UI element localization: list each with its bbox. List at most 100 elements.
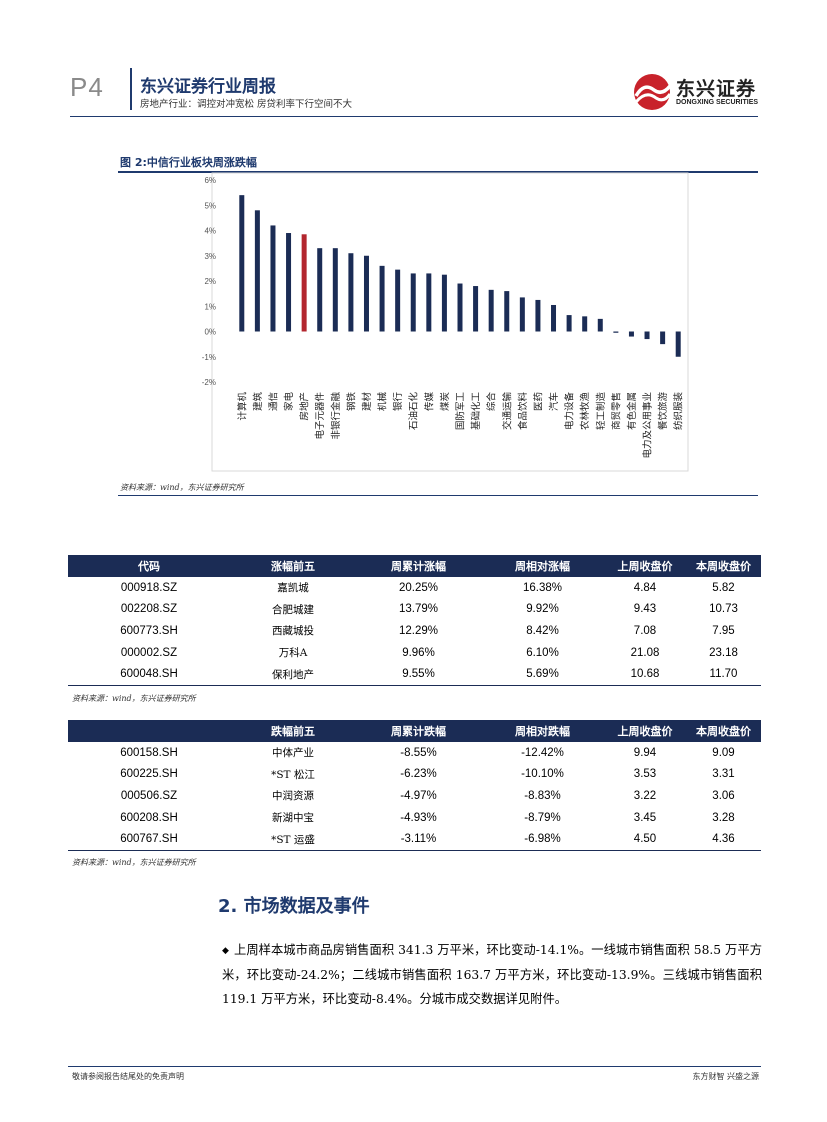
stock-code: 600208.SH	[120, 811, 178, 824]
x-tick-label: 房地产	[299, 392, 311, 421]
bar	[441, 274, 447, 332]
logo-text: 东兴证券	[676, 78, 757, 100]
col-header	[68, 720, 230, 742]
stock-code: 600767.SH	[68, 828, 230, 851]
header-rule	[70, 116, 758, 117]
bar	[317, 248, 323, 332]
x-tick-label: 电力及公用事业	[642, 392, 654, 459]
col-header: 跌幅前五	[230, 720, 356, 742]
bar	[301, 234, 307, 332]
this-close: 23.18	[709, 646, 738, 659]
x-tick-label: 餐饮旅游	[657, 392, 669, 431]
x-tick-label: 国防军工	[455, 392, 467, 431]
x-tick-label: 传媒	[423, 392, 435, 412]
this-close: 10.73	[709, 603, 738, 616]
x-tick-label: 商贸零售	[610, 392, 622, 430]
last-close: 3.53	[633, 768, 657, 781]
y-tick-label: 0%	[204, 328, 216, 337]
figure-top-rule	[118, 171, 758, 173]
footer-slogan: 东方财智 兴盛之源	[692, 1072, 759, 1081]
bar	[332, 248, 338, 332]
week-change: 9.55%	[356, 663, 481, 686]
table-row: 000002.SZ 万科A 9.96% 6.10% 21.08 23.18	[68, 642, 761, 664]
stock-name: 万科A	[278, 647, 308, 660]
bar	[426, 273, 432, 332]
relative-change: 16.38%	[522, 581, 562, 594]
col-header: 代码	[68, 555, 230, 577]
report-subtitle: 房地产行业：调控对冲宽松 房贷利率下行空间不大	[140, 99, 353, 110]
company-logo-icon	[634, 74, 672, 110]
week-change: -4.97%	[400, 789, 437, 802]
stock-name: 新湖中宝	[272, 812, 314, 825]
x-tick-label: 建筑	[252, 392, 264, 412]
section-title: 2. 市场数据及事件	[218, 896, 370, 917]
col-header: 周累计涨幅	[356, 555, 481, 577]
last-close: 3.22	[633, 789, 657, 802]
stock-name: 西藏城投	[272, 625, 314, 638]
logo-subtext: DONGXING SECURITIES	[676, 99, 759, 106]
x-tick-label: 计算机	[236, 392, 248, 421]
y-tick-label: 2%	[204, 277, 216, 286]
relative-change: 8.42%	[526, 624, 559, 637]
stock-name: *ST 运盛	[230, 828, 356, 851]
relative-change: 5.69%	[481, 663, 604, 686]
footer-disclaimer: 敬请参阅报告结尾处的免责声明	[72, 1072, 184, 1081]
y-tick-label: 6%	[204, 176, 216, 185]
stock-name: 合肥城建	[272, 603, 314, 616]
figure-title: 图 2:中信行业板块周涨跌幅	[120, 156, 257, 169]
stock-name: *ST 松江	[271, 768, 315, 781]
x-tick-label: 电力设备	[564, 392, 576, 431]
last-close: 10.68	[604, 663, 686, 686]
x-tick-label: 有色金属	[626, 392, 638, 430]
this-close: 4.36	[686, 828, 761, 851]
bar	[504, 291, 510, 332]
page-number: P4	[70, 72, 104, 102]
table-row: 600158.SH 中体产业 -8.55% -12.42% 9.94 9.09	[68, 742, 761, 764]
y-tick-label: 4%	[204, 227, 216, 236]
col-header: 周累计跌幅	[356, 720, 481, 742]
bar	[348, 253, 354, 332]
x-tick-label: 银行	[392, 392, 404, 412]
bar	[582, 316, 588, 332]
stock-code: 002208.SZ	[120, 603, 178, 616]
last-close: 4.50	[604, 828, 686, 851]
stock-code: 000918.SZ	[120, 581, 178, 594]
week-change: -3.11%	[356, 828, 481, 851]
this-close: 11.70	[686, 663, 761, 686]
table-row: 002208.SZ 合肥城建 13.79% 9.92% 9.43 10.73	[68, 599, 761, 621]
relative-change: -10.10%	[521, 768, 564, 781]
stock-name: 中润资源	[272, 790, 314, 803]
last-close: 21.08	[630, 646, 660, 659]
x-tick-label: 非银行金融	[330, 392, 342, 440]
week-change: 12.29%	[398, 624, 438, 637]
table-row: 600773.SH 西藏城投 12.29% 8.42% 7.08 7.95	[68, 620, 761, 642]
y-tick-label: 1%	[204, 302, 216, 311]
y-tick-label: -1%	[202, 353, 216, 362]
stock-name: 中体产业	[272, 747, 314, 760]
week-change: -8.55%	[400, 746, 437, 759]
table-row: 600225.SH *ST 松江 -6.23% -10.10% 3.53 3.3…	[68, 764, 761, 786]
footer-rule	[68, 1066, 761, 1067]
bar	[597, 318, 603, 332]
stock-code: 600158.SH	[120, 746, 178, 759]
y-tick-label: 5%	[204, 201, 216, 210]
top-losers-table: 跌幅前五 周累计跌幅 周相对跌幅 上周收盘价 本周收盘价 600158.SH 中…	[68, 720, 761, 851]
this-close: 3.31	[712, 768, 735, 781]
stock-name: 嘉凯城	[277, 582, 309, 595]
relative-change: 6.10%	[526, 646, 559, 659]
x-tick-label: 建材	[361, 392, 373, 412]
table-header-row: 代码 涨幅前五 周累计涨幅 周相对涨幅 上周收盘价 本周收盘价	[68, 555, 761, 577]
x-tick-label: 家电	[283, 392, 295, 412]
bar	[363, 255, 369, 332]
x-tick-label: 通信	[267, 392, 279, 411]
this-close: 9.09	[712, 746, 735, 759]
bar	[628, 331, 634, 337]
last-close: 7.08	[633, 624, 657, 637]
bar	[286, 233, 292, 332]
col-header: 本周收盘价	[686, 555, 761, 577]
col-header: 周相对涨幅	[481, 555, 604, 577]
report-title: 东兴证券行业周报	[140, 77, 276, 97]
x-tick-label: 轻工制造	[595, 392, 607, 431]
x-tick-label: 钢铁	[345, 392, 357, 412]
x-tick-label: 煤炭	[439, 392, 451, 412]
